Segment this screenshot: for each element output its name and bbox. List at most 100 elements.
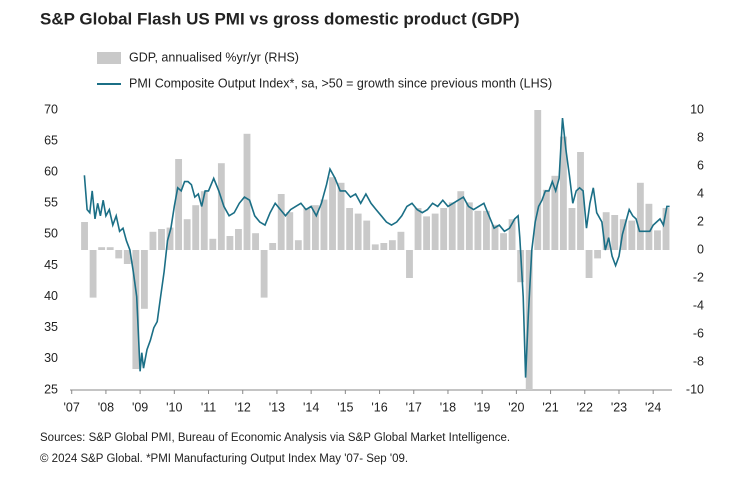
gdp-bar xyxy=(183,219,191,250)
y-tick-label: 25 xyxy=(44,382,58,396)
gdp-bar xyxy=(457,191,465,250)
x-tick-label: '14 xyxy=(303,400,319,414)
gdp-bar xyxy=(89,250,97,298)
gdp-bar xyxy=(483,210,490,250)
gdp-bar xyxy=(577,152,584,250)
gdp-bar xyxy=(158,229,165,250)
gdp-bar xyxy=(277,194,285,250)
x-tick-label: '10 xyxy=(166,400,182,414)
gdp-bar xyxy=(98,247,106,250)
gdp-bar xyxy=(123,250,131,264)
gdp-bar xyxy=(140,250,148,309)
y2-tick-label: -10 xyxy=(686,382,704,396)
gdp-bar xyxy=(662,208,670,250)
x-tick-label: '18 xyxy=(440,400,456,414)
gdp-bar xyxy=(337,182,345,250)
gdp-bar xyxy=(363,220,371,250)
gdp-bar xyxy=(311,205,319,250)
gdp-bar xyxy=(594,250,602,259)
gdp-bar xyxy=(209,238,217,250)
y-tick-label: 70 xyxy=(44,102,58,116)
y2-tick-label: -4 xyxy=(693,298,704,312)
y2-tick-label: 10 xyxy=(690,102,704,116)
gdp-bar xyxy=(269,243,277,250)
gdp-bar xyxy=(260,250,268,298)
gdp-bar xyxy=(440,208,448,250)
gdp-bar xyxy=(534,110,542,250)
gdp-bar xyxy=(465,202,473,250)
gdp-bar xyxy=(448,202,456,250)
y2-tick-label: 6 xyxy=(697,158,704,172)
gdp-bar xyxy=(619,219,627,250)
x-tick-label: '13 xyxy=(269,400,285,414)
gdp-bar xyxy=(115,250,123,259)
gdp-bar xyxy=(294,240,302,250)
gdp-bar xyxy=(414,208,422,250)
x-tick-label: '20 xyxy=(508,400,524,414)
gdp-bar xyxy=(500,233,507,250)
gdp-bar xyxy=(149,231,157,250)
gdp-bar xyxy=(568,208,576,250)
chart-title: S&P Global Flash US PMI vs gross domesti… xyxy=(40,9,520,28)
y-tick-label: 65 xyxy=(44,133,58,147)
legend-label: GDP, annualised %yr/yr (RHS) xyxy=(129,50,299,64)
y-tick-label: 35 xyxy=(44,320,58,334)
gdp-bar xyxy=(81,222,88,250)
gdp-bar xyxy=(243,133,251,250)
x-tick-label: '12 xyxy=(235,400,251,414)
gdp-bar xyxy=(551,175,559,250)
y-tick-label: 40 xyxy=(44,289,58,303)
gdp-bar xyxy=(423,216,431,250)
gdp-bar xyxy=(252,233,259,250)
gdp-bar xyxy=(474,210,482,250)
gdp-bar xyxy=(559,136,567,250)
x-tick-label: '17 xyxy=(406,400,422,414)
gdp-bar xyxy=(380,243,388,250)
gdp-bar xyxy=(235,229,242,250)
gdp-bar xyxy=(491,224,499,250)
x-tick-label: '21 xyxy=(542,400,558,414)
gdp-bar xyxy=(371,244,379,250)
x-tick-label: '08 xyxy=(98,400,114,414)
legend-label: PMI Composite Output Index*, sa, >50 = g… xyxy=(129,76,552,90)
x-tick-label: '16 xyxy=(371,400,387,414)
y-tick-label: 50 xyxy=(44,227,58,241)
y2-tick-label: 8 xyxy=(697,130,704,144)
x-tick-label: '24 xyxy=(645,400,661,414)
gdp-bar xyxy=(329,177,336,250)
x-tick-label: '15 xyxy=(337,400,353,414)
gdp-bar xyxy=(611,215,619,250)
gdp-bar xyxy=(585,250,593,278)
y2-tick-label: -8 xyxy=(693,354,704,368)
gdp-bar xyxy=(192,205,200,250)
gdp-bar xyxy=(431,213,439,250)
gdp-bar xyxy=(303,208,311,250)
gdp-bar xyxy=(636,182,644,250)
x-tick-label: '23 xyxy=(611,400,627,414)
gdp-bar xyxy=(286,212,294,250)
x-tick-label: '22 xyxy=(577,400,593,414)
gdp-bar xyxy=(132,250,140,369)
gdp-bar xyxy=(346,208,354,250)
gdp-bar xyxy=(406,250,413,278)
pmi-line xyxy=(83,118,670,378)
x-tick-label: '11 xyxy=(201,400,216,414)
gdp-bar xyxy=(226,236,234,250)
x-tick-label: '09 xyxy=(132,400,148,414)
source-note: Sources: S&P Global PMI, Bureau of Econo… xyxy=(40,432,510,444)
gdp-bar xyxy=(397,231,405,250)
y2-tick-label: -6 xyxy=(693,326,704,340)
gdp-bar xyxy=(166,227,174,250)
gdp-bar xyxy=(388,240,396,250)
y-tick-label: 45 xyxy=(44,258,58,272)
gdp-bar xyxy=(217,163,225,250)
y-tick-label: 55 xyxy=(44,196,58,210)
gdp-bar xyxy=(354,213,362,250)
gdp-bar xyxy=(320,199,328,250)
y2-tick-label: 4 xyxy=(697,186,704,200)
gdp-bar xyxy=(525,250,533,390)
gdp-bar xyxy=(645,203,653,250)
y-tick-label: 30 xyxy=(44,351,58,365)
legend-swatch xyxy=(97,52,121,64)
